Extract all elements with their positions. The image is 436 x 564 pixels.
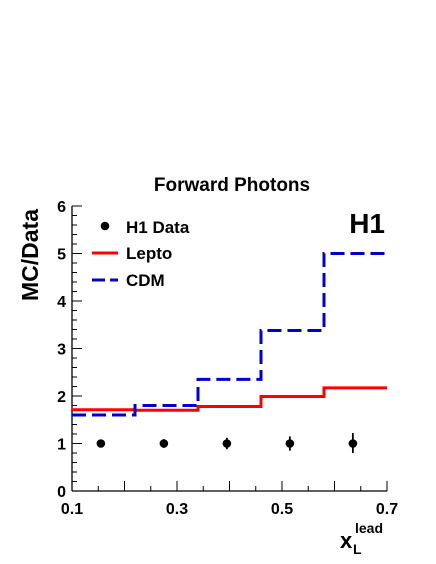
y-tick-label: 0 [57,484,66,501]
lepto-series-line [72,386,387,412]
corner-label: H1 [349,208,385,239]
x-axis-label: x lead L [340,520,383,557]
y-tick-label: 6 [57,199,66,216]
y-tick-label: 5 [57,247,66,264]
plot-area: 0 1 2 3 4 5 6 0.1 0.3 0.5 0.7 H1 Data Lepto CDM [57,199,398,518]
data-point [159,439,169,448]
y-tick-label: 4 [57,294,66,311]
x-tick-label: 0.7 [376,501,398,518]
x-tick-label: 0.1 [61,501,83,518]
x-axis-label-sub: L [353,541,362,557]
data-point [222,439,232,448]
x-axis-label-base: x [340,528,353,553]
x-tick-label: 0.5 [271,501,293,518]
data-point [96,439,106,448]
x-axis-label-sup: lead [355,520,383,536]
legend-label: CDM [126,271,165,290]
chart-title: Forward Photons [154,175,310,196]
y-tick-label: 3 [57,342,66,359]
x-tick-label: 0.3 [166,501,188,518]
data-point [285,439,295,448]
legend-label: H1 Data [126,218,190,237]
y-axis-label: MC/Data [17,209,43,301]
cdm-series-line [72,252,387,417]
y-tick-label: 1 [57,437,66,454]
legend-label: Lepto [126,244,172,263]
legend-marker-data [100,221,110,231]
data-point [348,439,358,448]
y-tick-label: 2 [57,389,66,406]
